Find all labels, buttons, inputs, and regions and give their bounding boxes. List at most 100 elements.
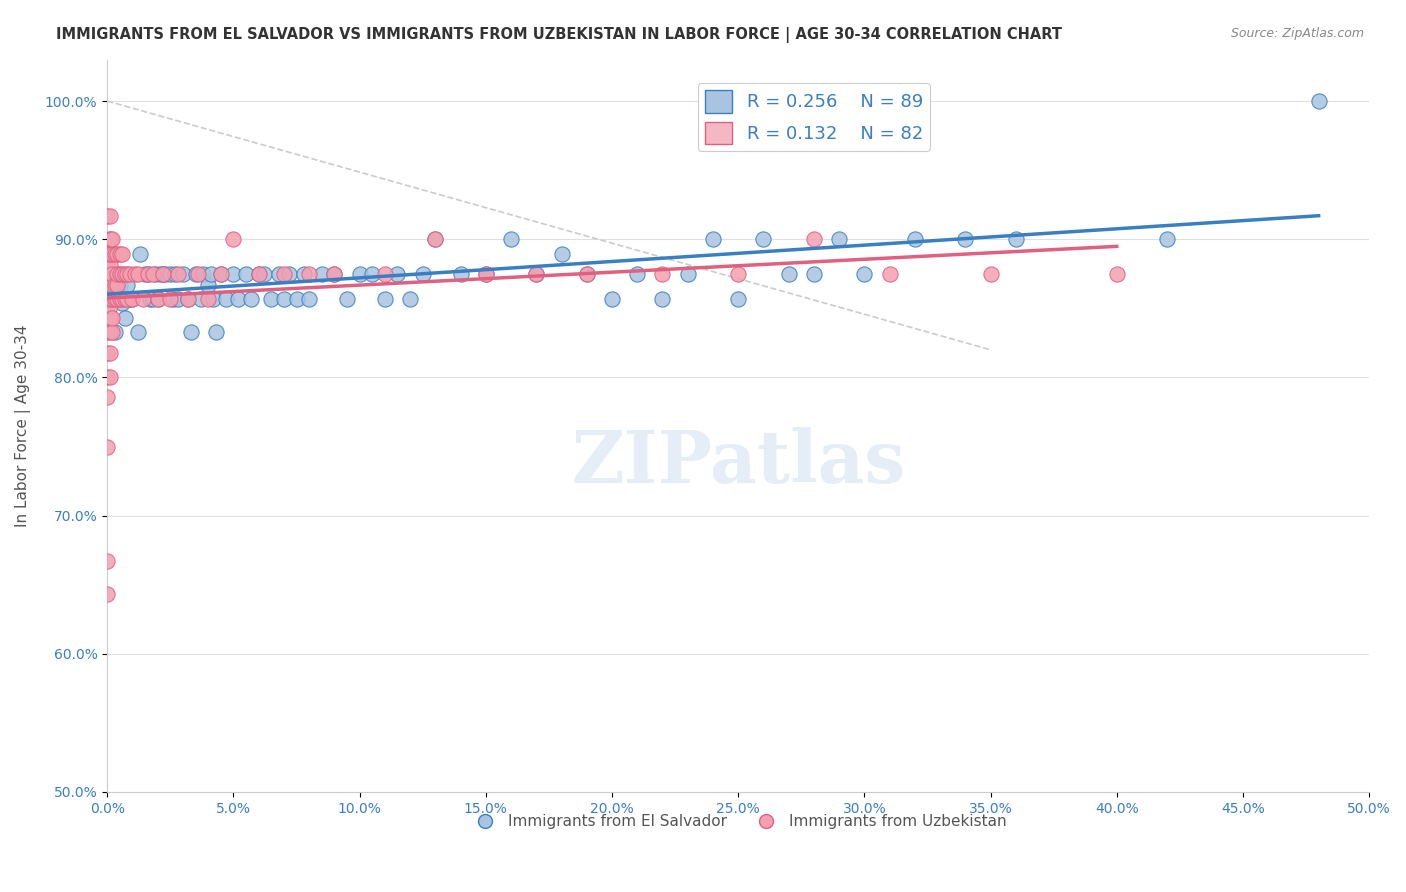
Point <box>273 267 295 281</box>
Point <box>98 370 121 384</box>
Point <box>253 267 276 281</box>
Point <box>98 292 121 306</box>
Point <box>139 292 162 306</box>
Point <box>292 267 315 281</box>
Point <box>240 292 263 306</box>
Point <box>108 292 131 306</box>
Point <box>575 267 598 281</box>
Point <box>1308 94 1330 108</box>
Point <box>323 267 346 281</box>
Point <box>412 267 434 281</box>
Point <box>191 267 214 281</box>
Point <box>155 267 177 281</box>
Point <box>298 292 321 306</box>
Point <box>98 232 121 246</box>
Text: ZIPatlas: ZIPatlas <box>571 427 905 498</box>
Point <box>879 267 901 281</box>
Point <box>285 292 308 306</box>
Point <box>124 267 146 281</box>
Point <box>273 292 295 306</box>
Point <box>96 247 118 261</box>
Legend: Immigrants from El Salvador, Immigrants from Uzbekistan: Immigrants from El Salvador, Immigrants … <box>464 808 1012 836</box>
Point <box>98 325 121 339</box>
Point <box>98 232 121 246</box>
Point <box>96 257 118 271</box>
Point <box>108 277 131 292</box>
Point <box>1156 232 1178 246</box>
Point <box>399 292 422 306</box>
Point <box>600 292 623 306</box>
Point <box>260 292 283 306</box>
Point <box>104 247 127 261</box>
Point <box>98 247 121 261</box>
Point <box>575 267 598 281</box>
Point <box>111 267 134 281</box>
Point <box>336 292 359 306</box>
Point <box>105 277 128 292</box>
Point <box>550 247 572 261</box>
Point <box>425 232 447 246</box>
Point <box>114 292 136 306</box>
Point <box>197 292 219 306</box>
Point <box>1004 232 1026 246</box>
Point <box>101 277 124 292</box>
Point <box>98 277 121 292</box>
Point <box>96 390 118 404</box>
Point <box>96 247 118 261</box>
Point <box>651 267 673 281</box>
Point <box>159 267 181 281</box>
Point <box>349 267 371 281</box>
Point <box>202 292 225 306</box>
Point <box>702 232 724 246</box>
Point <box>96 292 118 306</box>
Point <box>127 325 149 339</box>
Point <box>98 209 121 223</box>
Point <box>180 325 202 339</box>
Point <box>778 267 800 281</box>
Point <box>96 440 118 454</box>
Point <box>98 257 121 271</box>
Point <box>98 311 121 326</box>
Point <box>108 247 131 261</box>
Point <box>146 292 169 306</box>
Point <box>167 267 190 281</box>
Point <box>117 292 139 306</box>
Point <box>142 292 165 306</box>
Point <box>323 267 346 281</box>
Point <box>267 267 290 281</box>
Point <box>98 267 121 281</box>
Point <box>222 232 245 246</box>
Point <box>101 247 124 261</box>
Point <box>200 267 222 281</box>
Point <box>626 267 648 281</box>
Point <box>129 247 152 261</box>
Point <box>98 267 121 281</box>
Point <box>162 292 184 306</box>
Point <box>101 267 124 281</box>
Point <box>177 292 200 306</box>
Point <box>752 232 775 246</box>
Point <box>803 267 825 281</box>
Point <box>127 267 149 281</box>
Point <box>425 232 447 246</box>
Point <box>117 267 139 281</box>
Point <box>197 277 219 292</box>
Point <box>190 292 212 306</box>
Point <box>96 286 118 301</box>
Point <box>104 277 127 292</box>
Point <box>450 267 472 281</box>
Point <box>361 267 384 281</box>
Point <box>374 292 396 306</box>
Point <box>98 247 121 261</box>
Point <box>96 267 118 281</box>
Point <box>136 267 159 281</box>
Point <box>475 267 498 281</box>
Point <box>215 292 238 306</box>
Point <box>524 267 547 281</box>
Point <box>136 267 159 281</box>
Point <box>149 267 172 281</box>
Point <box>247 267 270 281</box>
Point <box>727 267 749 281</box>
Point <box>101 247 124 261</box>
Point <box>146 292 169 306</box>
